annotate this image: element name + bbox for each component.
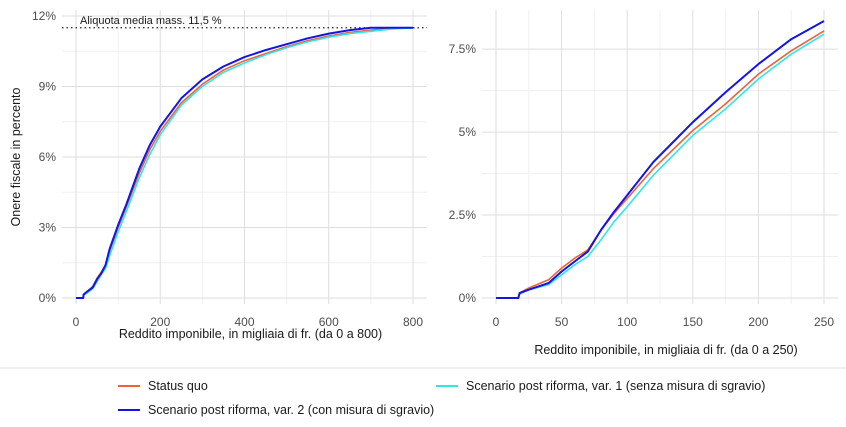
x-tick-label: 100 (617, 315, 637, 329)
y-tick-label: 0% (459, 291, 477, 305)
y-tick-label: 12% (32, 9, 56, 23)
series-line-var2 (76, 26, 413, 299)
x-tick-label: 250 (814, 315, 834, 329)
legend-item-var2: Scenario post riforma, var. 2 (con misur… (118, 403, 434, 417)
x-axis-title: Reddito imponibile, in migliaia di fr. (… (534, 343, 797, 357)
x-tick-label: 0 (73, 315, 80, 329)
chart-panel-left: 0 200 400 600 800 0% 3% 6% 9% 12% Aliquota media m… (9, 9, 427, 341)
reference-line-label: Aliquota media mass. 11,5 % (80, 15, 222, 27)
legend-item-var1: Scenario post riforma, var. 1 (senza mis… (436, 379, 765, 393)
series-line-var2 (496, 20, 825, 299)
chart-panel-right: 0 50 100 150 200 250 0% 2.5% 5% 7.5% Reddito impon… (449, 10, 838, 357)
y-tick-label: 6% (39, 150, 57, 164)
gridlines-right (482, 10, 838, 304)
y-tick-label: 0% (39, 291, 57, 305)
x-tick-label: 0 (493, 315, 500, 329)
legend-item-status-quo: Status quo (118, 379, 208, 393)
x-axis-title: Reddito imponibile, in migliaia di fr. (… (119, 327, 382, 341)
x-tick-label: 600 (319, 315, 339, 329)
y-axis-title: Onere fiscale in percento (9, 87, 23, 226)
legend-label-status-quo: Status quo (148, 379, 208, 393)
y-tick-label: 7.5% (449, 42, 477, 56)
legend-label-var1: Scenario post riforma, var. 1 (senza mis… (466, 379, 765, 393)
legend-label-var2: Scenario post riforma, var. 2 (con misur… (148, 403, 434, 417)
x-tick-label: 200 (748, 315, 768, 329)
y-tick-label: 5% (459, 125, 477, 139)
y-tick-label: 3% (39, 221, 57, 235)
y-tick-label: 9% (39, 80, 57, 94)
x-tick-label: 800 (403, 315, 423, 329)
gridlines-left (62, 10, 427, 304)
x-tick-label: 50 (555, 315, 569, 329)
x-tick-label: 150 (683, 315, 703, 329)
x-tick-label: 400 (234, 315, 254, 329)
legend: Status quo Scenario post riforma, var. 1… (0, 367, 846, 417)
x-tick-label: 200 (150, 315, 170, 329)
y-tick-label: 2.5% (449, 208, 477, 222)
